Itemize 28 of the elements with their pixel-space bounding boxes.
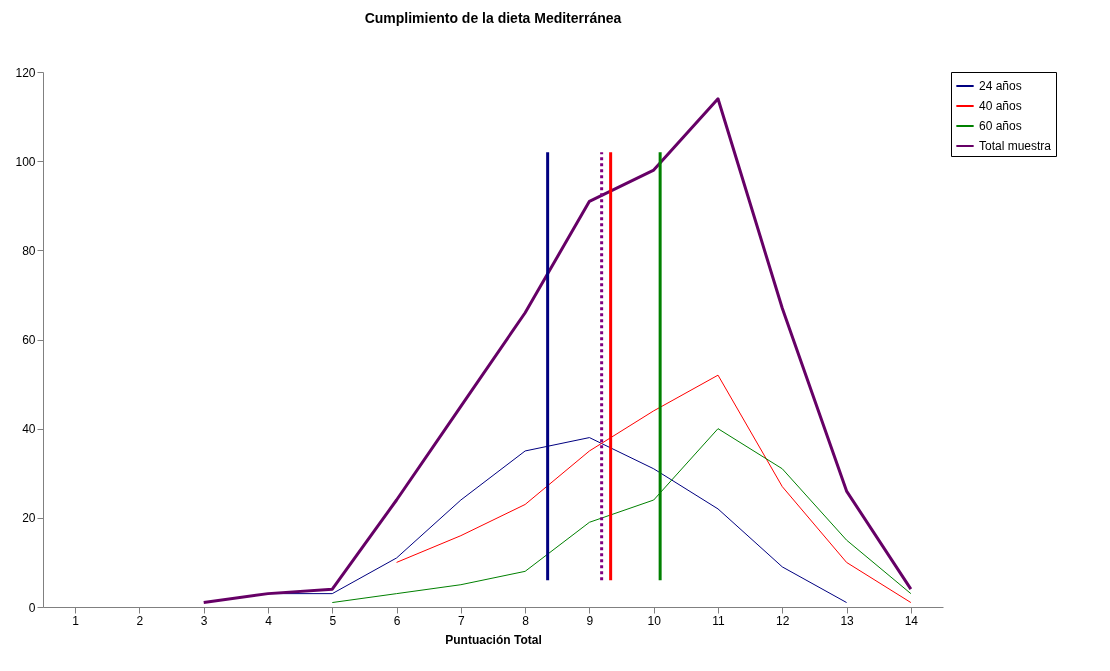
y-tick-label: 120 (15, 65, 36, 80)
y-tick-label: 60 (22, 333, 36, 347)
x-tick-label: 3 (200, 613, 208, 628)
y-tick-label: 40 (22, 422, 36, 437)
chart-title: Cumplimiento de la dieta Mediterránea (364, 10, 622, 26)
x-axis-title: Puntuación Total (445, 632, 542, 647)
legend-label: 40 años (979, 99, 1022, 113)
x-tick-label: 9 (586, 613, 594, 628)
legend-label: 24 años (979, 79, 1022, 93)
y-tick-label: 80 (22, 243, 36, 258)
y-tick-label: 100 (15, 154, 36, 169)
legend-label: 60 años (979, 119, 1022, 133)
legend-label: Total muestra (979, 139, 1052, 153)
x-tick-label: 11 (712, 613, 726, 628)
x-tick-label: 8 (522, 613, 530, 628)
y-tick-label: 0 (28, 600, 36, 615)
x-tick-label: 1 (72, 613, 80, 628)
x-tick-label: 5 (329, 613, 337, 628)
x-tick-label: 4 (265, 613, 273, 628)
x-tick-label: 12 (776, 613, 790, 628)
line-series (202, 97, 913, 605)
x-tick-label: 6 (393, 613, 401, 628)
x-tick-label: 2 (136, 613, 144, 628)
x-tick-label: 13 (840, 613, 855, 628)
y-tick-label: 20 (22, 511, 36, 526)
x-tick-label: 14 (904, 613, 919, 628)
x-tick-label: 10 (647, 613, 662, 628)
x-tick-label: 7 (458, 613, 466, 628)
